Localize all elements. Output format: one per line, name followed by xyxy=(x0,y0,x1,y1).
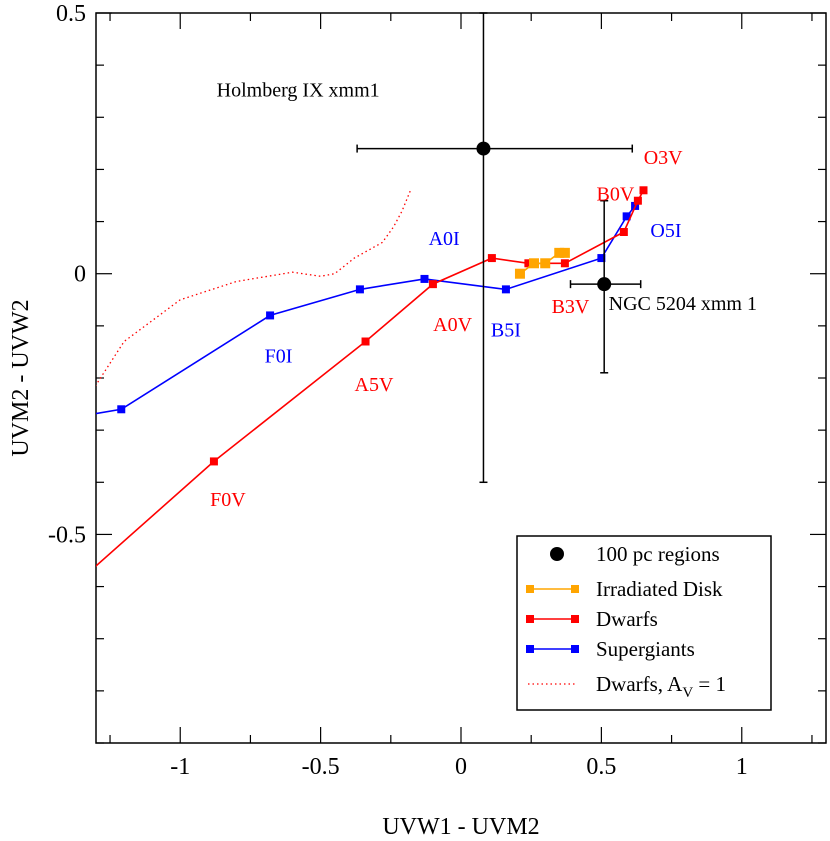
region-point xyxy=(597,277,612,292)
annotation-label: A0I xyxy=(429,228,460,250)
x-tick-label: -0.5 xyxy=(302,754,340,780)
point-supergiants xyxy=(266,311,275,320)
point-irradiated-disk xyxy=(514,268,525,279)
annotation-label: F0I xyxy=(265,345,293,367)
legend-marker-irradiated-left xyxy=(526,585,534,593)
annotation-label: O3V xyxy=(644,147,683,169)
point-dwarfs xyxy=(633,196,642,205)
point-dwarfs xyxy=(560,259,569,268)
legend-label-supergiants: Supergiants xyxy=(596,637,695,661)
point-dwarfs xyxy=(524,259,533,268)
point-irradiated-disk xyxy=(559,247,570,258)
region-point xyxy=(476,141,491,156)
point-dwarfs xyxy=(361,337,370,346)
series-line-dwarfs-a-v-1 xyxy=(96,190,412,387)
point-irradiated-disk xyxy=(540,258,551,269)
annotation-label: NGC 5204 xmm 1 xyxy=(609,293,757,315)
legend-marker-supergiants-left xyxy=(526,645,534,653)
regions-layer xyxy=(356,12,642,484)
legend-marker-irradiated-right xyxy=(571,585,579,593)
annotation-label: O5I xyxy=(650,220,681,242)
legend-marker-dwarfs-right xyxy=(571,615,579,623)
y-tick-label: -0.5 xyxy=(48,522,86,548)
legend-label-dwarfs: Dwarfs xyxy=(596,607,658,631)
x-tick-label: 0.5 xyxy=(586,754,616,780)
legend-label-regions: 100 pc regions xyxy=(596,542,720,566)
y-axis-label: UVM2 - UVW2 xyxy=(8,299,34,456)
annotation-label: A5V xyxy=(355,374,394,396)
point-supergiants xyxy=(355,285,364,294)
point-dwarfs xyxy=(619,228,628,236)
point-supergiants xyxy=(420,274,429,283)
point-dwarfs xyxy=(428,280,437,289)
legend-box xyxy=(516,535,772,711)
y-tick-label: 0.5 xyxy=(56,1,86,27)
y-tick-label: 0 xyxy=(74,262,86,288)
annotations: Holmberg IX xmm1 NGC 5204 xmm 1 O3V B0V O5I A… xyxy=(210,79,757,510)
x-tick-label: 1 xyxy=(736,754,748,780)
annotation-label: B3V xyxy=(552,296,590,318)
legend-marker-regions xyxy=(550,547,564,561)
point-supergiants xyxy=(501,285,510,294)
tick-labels: -1 -0.5 0 0.5 1 -0.5 0 0.5 xyxy=(48,1,748,780)
x-axis-label: UVW1 - UVM2 xyxy=(382,814,539,840)
legend: 100 pc regions Irradiated Disk Dwarfs Su… xyxy=(516,535,772,711)
point-dwarfs xyxy=(86,567,94,575)
legend-label-dwarfs-av1: Dwarfs, AV = 1 xyxy=(596,672,726,701)
point-supergiants xyxy=(622,212,631,221)
legend-label-irradiated: Irradiated Disk xyxy=(596,577,723,601)
point-supergiants xyxy=(86,411,94,419)
point-supergiants xyxy=(597,254,606,263)
annotation-label: B5I xyxy=(491,319,521,341)
x-tick-label: -1 xyxy=(170,754,190,780)
point-supergiants xyxy=(117,405,126,414)
annotation-label: F0V xyxy=(210,489,246,511)
series-line-dwarfs xyxy=(96,189,645,568)
point-dwarfs xyxy=(487,254,496,263)
annotation-label: A0V xyxy=(433,314,472,336)
series-layer xyxy=(86,186,648,575)
legend-marker-dwarfs-left xyxy=(526,615,534,623)
x-tick-label: 0 xyxy=(455,754,467,780)
point-irradiated-disk xyxy=(554,247,565,258)
annotation-label: B0V xyxy=(597,184,635,206)
point-dwarfs xyxy=(639,186,648,195)
annotation-label: Holmberg IX xmm1 xyxy=(217,79,380,101)
legend-marker-supergiants-right xyxy=(571,645,579,653)
point-irradiated-disk xyxy=(529,258,539,269)
point-dwarfs xyxy=(209,457,218,466)
